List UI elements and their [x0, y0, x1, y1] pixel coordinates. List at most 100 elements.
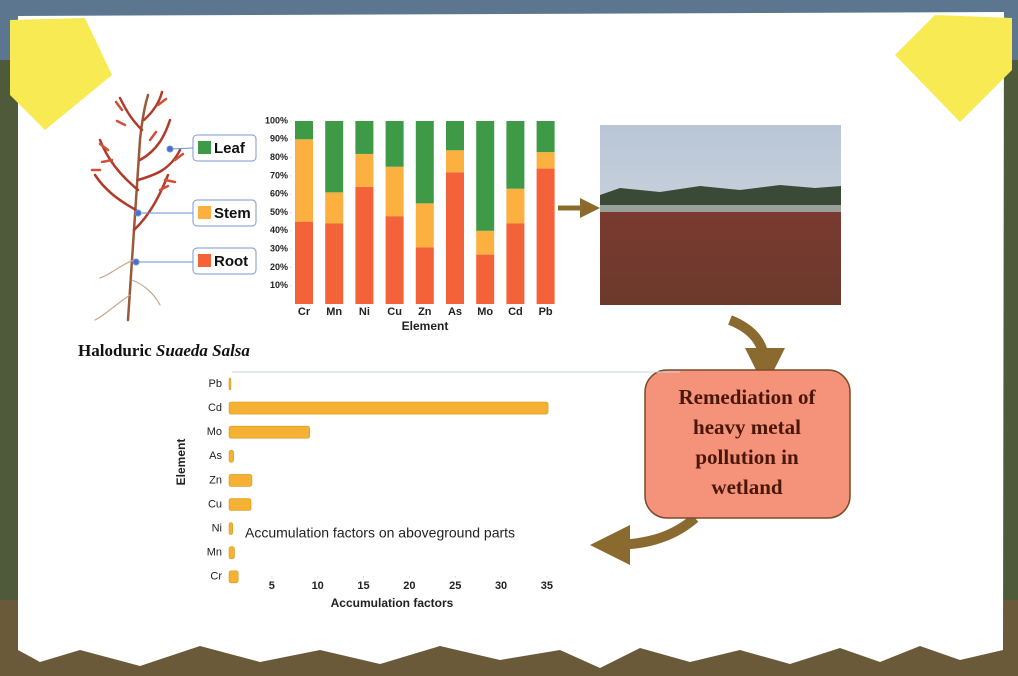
plant-label: Haloduric Suaeda Salsa: [78, 341, 250, 360]
bar: [228, 570, 239, 584]
bar-segment: [536, 121, 555, 153]
y-tick-label: 30%: [270, 243, 288, 253]
y-tick-label: Cu: [208, 498, 222, 510]
x-tick-label: Zn: [418, 306, 432, 318]
remediation-line: heavy metal: [693, 415, 801, 439]
bar-segment: [476, 254, 495, 304]
y-tick-label: 60%: [270, 189, 288, 199]
sticky-note: [895, 15, 1012, 122]
y-tick-label: Zn: [209, 474, 222, 486]
bar-segment: [415, 121, 434, 204]
bar: [228, 546, 235, 560]
bar: [228, 401, 549, 415]
x-tick-label: Cu: [387, 306, 402, 318]
bar-segment: [476, 230, 495, 255]
arrow: [728, 315, 785, 388]
legend-swatch: [198, 141, 211, 154]
remediation-line: wetland: [711, 475, 782, 499]
plant-illustration: [90, 90, 185, 322]
bar: [228, 474, 253, 487]
remediation-box: [644, 369, 851, 519]
bar-segment: [355, 186, 374, 304]
bar-segment: [355, 121, 374, 154]
bar-segment: [325, 223, 344, 304]
y-tick-label: Ni: [212, 523, 222, 535]
legend-swatch: [198, 254, 211, 267]
y-tick-label: 100%: [265, 115, 288, 125]
bar: [228, 425, 310, 439]
y-tick-label: Cd: [208, 402, 222, 414]
x-tick-label: Cd: [508, 306, 523, 318]
y-tick-label: Mn: [207, 547, 222, 559]
y-tick-label: Cr: [210, 571, 222, 583]
bar-segment: [385, 166, 404, 217]
remediation-line: Remediation of: [678, 385, 816, 409]
y-tick-label: 70%: [270, 170, 288, 180]
bar-segment: [536, 152, 555, 169]
y-tick-label: 90%: [270, 134, 288, 144]
bar: [228, 522, 233, 535]
bar-segment: [385, 216, 404, 304]
plant-label-prefix: Haloduric: [78, 341, 152, 360]
x-tick-label: 25: [449, 580, 461, 592]
x-tick-label: As: [448, 306, 462, 318]
x-tick-label: 35: [541, 580, 553, 592]
bar-segment: [295, 221, 313, 304]
x-tick-label: 15: [357, 580, 369, 592]
y-tick-label: Pb: [209, 378, 222, 390]
x-tick-label: 10: [312, 580, 324, 592]
y-axis-label: Element: [174, 439, 188, 486]
x-tick-label: Cr: [298, 306, 311, 318]
legend-label: Leaf: [214, 140, 246, 157]
bar-segment: [506, 188, 525, 224]
y-tick-label: 80%: [270, 152, 288, 162]
x-tick-label: Pb: [539, 306, 553, 318]
y-tick-label: 20%: [270, 262, 288, 272]
x-tick-label: 5: [269, 580, 275, 592]
remediation-text: Remediation of heavy metal pollution in wet…: [678, 385, 816, 499]
bar-segment: [446, 172, 464, 304]
x-tick-label: 30: [495, 580, 507, 592]
bar: [228, 449, 234, 463]
y-tick-label: Mo: [207, 426, 222, 438]
legend-label: Root: [214, 253, 248, 270]
bar-segment: [446, 150, 464, 173]
bar-segment: [415, 203, 434, 248]
y-tick-label: 10%: [270, 280, 288, 290]
bar-segment: [506, 223, 525, 304]
annotation: Accumulation factors on aboveground part…: [245, 525, 515, 541]
bar-segment: [476, 121, 495, 231]
bar-segment: [295, 121, 313, 140]
y-tick-label: As: [209, 450, 222, 462]
x-tick-label: Mo: [477, 306, 493, 318]
arrow: [590, 514, 699, 565]
x-tick-label: Mn: [326, 306, 342, 318]
bar-segment: [325, 121, 344, 193]
bar: [228, 377, 232, 391]
legend-swatch: [198, 206, 211, 219]
remediation-line: pollution in: [695, 445, 799, 469]
bar-segment: [536, 168, 555, 304]
legend: Root Stem Leaf: [192, 134, 257, 275]
legend-connectors: [132, 145, 194, 266]
bar: [228, 498, 252, 511]
x-axis-label: Accumulation factors: [331, 596, 454, 610]
wetland-photo: [600, 125, 841, 305]
bar-segment: [385, 121, 404, 167]
bar-segment: [506, 121, 525, 189]
plant-label-species: Suaeda Salsa: [156, 341, 250, 360]
bar-segment: [415, 247, 434, 304]
bar-segment: [325, 192, 344, 224]
bar-segment: [355, 153, 374, 187]
x-tick-label: 20: [403, 580, 415, 592]
y-tick-label: 50%: [270, 207, 288, 217]
x-tick-label: Ni: [359, 306, 370, 318]
charts: 10% 20% 30% 40% 50% 60% 70% 80% 90% 100% Cr Mn Ni Cu Z…: [174, 115, 555, 610]
bar-segment: [295, 139, 313, 222]
legend-label: Stem: [214, 205, 251, 222]
sticky-note: [10, 18, 112, 130]
y-tick-label: 40%: [270, 225, 288, 235]
x-axis-label: Element: [402, 319, 449, 333]
bar-segment: [446, 121, 464, 151]
